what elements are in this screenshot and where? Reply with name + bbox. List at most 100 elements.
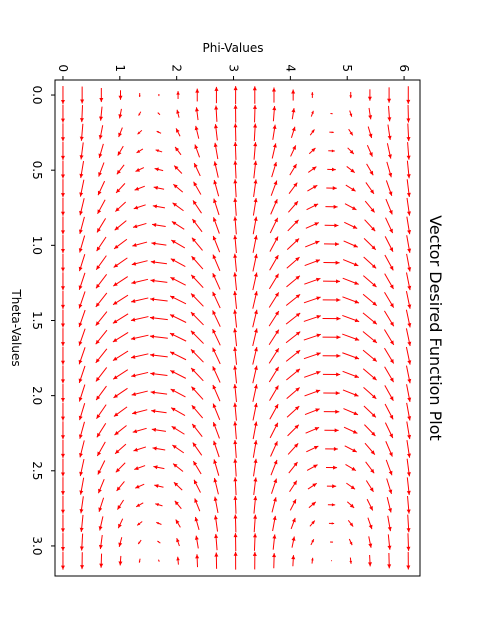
vector-arrow	[347, 147, 355, 155]
vector-arrow	[212, 254, 221, 271]
vector-arrow	[385, 459, 393, 476]
vector-arrow	[384, 403, 394, 420]
vector-arrow	[270, 180, 278, 196]
vector-arrow	[233, 365, 238, 384]
vector-arrow	[384, 422, 394, 439]
vector-arrow	[363, 237, 377, 251]
vector-arrow	[288, 461, 298, 474]
vector-arrow	[268, 310, 280, 327]
vector-arrow	[233, 197, 238, 216]
vector-arrow	[233, 179, 238, 198]
vector-arrow	[342, 352, 360, 360]
vector-arrow	[364, 442, 376, 455]
vector-arrow	[98, 162, 105, 177]
vector-arrow	[272, 106, 277, 122]
vector-arrow	[387, 105, 392, 122]
vector-arrow	[325, 204, 338, 209]
vector-arrow	[406, 216, 412, 235]
vector-arrow	[97, 460, 106, 475]
vector-arrow	[270, 459, 278, 476]
vector-arrow	[194, 516, 200, 530]
vector-arrow	[343, 426, 358, 434]
vector-arrow	[309, 520, 316, 527]
vector-arrow	[287, 219, 299, 232]
vector-arrow	[363, 386, 377, 400]
vector-arrow	[345, 184, 356, 192]
vector-arrow	[326, 186, 337, 191]
vector-arrow	[253, 514, 258, 533]
vector-arrow	[362, 349, 378, 362]
vector-arrow	[60, 365, 65, 384]
vector-arrow	[365, 182, 375, 195]
vector-arrow	[79, 105, 84, 123]
vector-arrow	[365, 461, 375, 474]
vector-arrow	[406, 402, 412, 421]
theta-tick-label: 2.0	[30, 386, 44, 405]
vector-arrow	[99, 106, 104, 121]
vector-arrow	[343, 240, 358, 248]
vector-arrow	[60, 235, 65, 254]
vector-arrow	[406, 458, 411, 477]
vector-arrow	[342, 259, 359, 267]
vector-arrow	[172, 202, 184, 212]
vector-arrow	[171, 221, 185, 230]
vector-arrow	[138, 111, 142, 116]
vector-arrow	[79, 533, 84, 551]
vector-arrow	[212, 272, 221, 290]
vector-arrow	[329, 131, 334, 134]
vector-arrow	[253, 123, 258, 142]
vector-arrow	[270, 441, 278, 457]
vector-arrow	[327, 503, 336, 507]
vector-arrow	[384, 273, 394, 290]
vector-arrow	[344, 445, 357, 453]
vector-arrow	[132, 427, 147, 434]
vector-arrow	[98, 125, 104, 140]
vector-arrow	[116, 164, 125, 175]
vector-arrow	[346, 166, 356, 174]
vector-arrow	[233, 551, 238, 570]
vector-arrow	[132, 241, 148, 247]
vector-arrow	[80, 86, 85, 104]
vector-arrow	[151, 222, 166, 227]
vector-arrow	[384, 291, 395, 308]
vector-arrow	[346, 482, 356, 490]
phi-axis-ticks: 0 1 2 3 4 5 6	[56, 64, 411, 80]
vector-arrow	[176, 556, 180, 565]
vector-arrow	[322, 316, 341, 321]
vector-arrow	[268, 273, 280, 290]
vector-arrow	[406, 477, 411, 496]
vector-arrow	[157, 540, 161, 544]
vector-arrow	[322, 372, 341, 377]
vector-arrow	[60, 477, 65, 496]
vector-arrow	[191, 404, 204, 419]
vector-arrow	[194, 498, 201, 512]
vector-arrow	[304, 259, 321, 267]
vector-arrow	[233, 309, 238, 328]
vector-arrow	[112, 350, 129, 361]
vector-arrow	[113, 387, 128, 399]
vector-arrow	[155, 149, 163, 153]
vector-arrow	[325, 465, 338, 470]
vector-arrow	[60, 384, 65, 403]
vector-arrow	[330, 113, 333, 115]
vector-arrow	[253, 142, 258, 160]
vector-arrow	[406, 86, 411, 104]
vector-arrow	[212, 421, 220, 439]
vector-arrow	[363, 405, 377, 418]
vector-arrow	[287, 443, 299, 455]
vector-arrow	[324, 428, 339, 433]
vector-arrow	[323, 391, 340, 396]
vector-arrow	[193, 479, 201, 493]
vector-arrow	[60, 272, 65, 291]
vector-arrow	[131, 260, 148, 266]
vector-arrow	[272, 515, 277, 532]
vector-arrow	[253, 496, 258, 514]
vector-arrow	[190, 330, 204, 344]
vector-arrow	[95, 311, 108, 326]
vector-arrow	[60, 495, 65, 514]
vector-arrow	[387, 124, 392, 141]
vector-arrow	[96, 441, 106, 457]
vector-arrow	[80, 552, 85, 570]
vector-arrow	[113, 238, 128, 250]
vector-arrow	[193, 181, 202, 195]
